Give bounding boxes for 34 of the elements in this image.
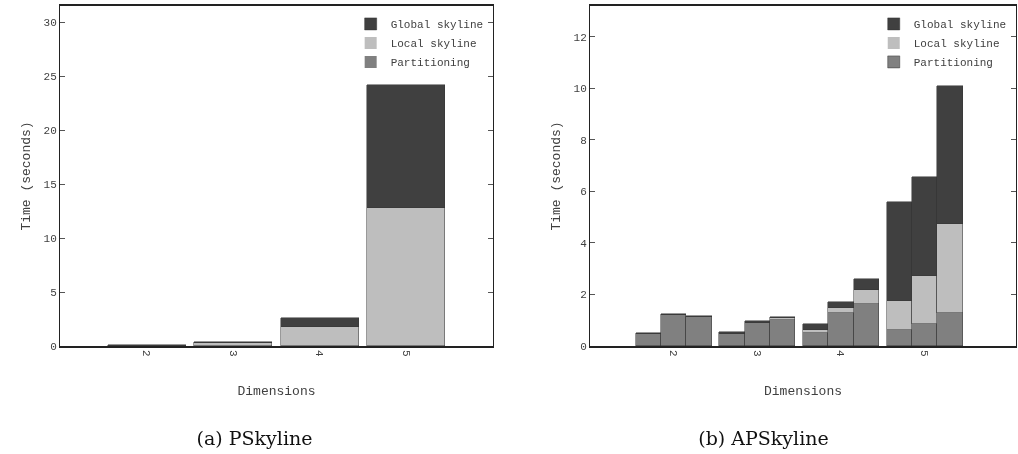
legend-label: Local skyline [390,38,477,51]
y-axis-title: Time (seconds) [548,121,564,231]
x-tick-label: 2 [140,349,153,357]
x-axis-title: Dimensions [237,384,316,400]
y-axis-title: Time (seconds) [18,121,34,231]
y-tick-label: 2 [580,289,587,302]
y-tick-label: 10 [43,232,57,245]
y-tick-label: 0 [50,340,57,353]
y-tick-label: 8 [580,134,587,147]
x-tick-label: 5 [399,349,412,357]
legend-label: Global skyline [913,19,1007,32]
y-tick-label: 30 [43,17,57,30]
legend-label: Partitioning [913,57,993,70]
x-tick-label: 4 [834,349,847,357]
y-tick-label: 4 [580,237,588,250]
legend-label: Global skyline [390,19,484,32]
text: (b) APSkyline [698,426,829,449]
y-tick-label: 20 [43,124,57,137]
y-tick-label: 12 [573,31,587,44]
x-axis-title: Dimensions [763,384,843,400]
text: (a) PSkyline [196,426,313,449]
y-tick-label: 5 [50,286,57,299]
legend-label: Partitioning [390,57,470,70]
x-tick-label: 3 [750,349,763,357]
x-tick-label: 4 [313,349,326,357]
x-tick-label: 2 [667,349,680,357]
y-tick-label: 6 [580,186,587,199]
x-tick-label: 3 [226,349,239,357]
legend-label: Local skyline [913,38,1000,51]
y-tick-label: 25 [43,71,57,84]
y-tick-label: 0 [580,340,587,353]
y-tick-label: 10 [573,83,587,96]
y-tick-label: 15 [43,178,57,191]
x-tick-label: 5 [918,349,931,357]
